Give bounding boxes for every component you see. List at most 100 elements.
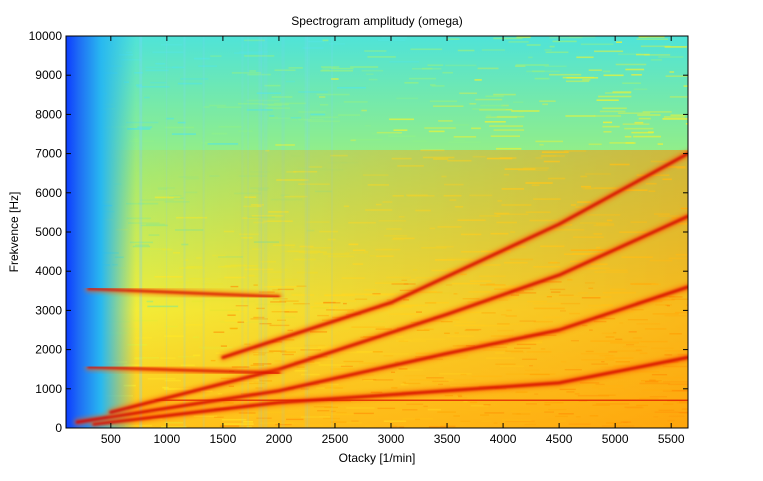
heat-cell <box>291 119 297 121</box>
heat-cell <box>602 107 627 110</box>
heat-cell <box>155 62 166 65</box>
heat-cell <box>343 101 368 103</box>
heat-cell <box>430 84 436 86</box>
heat-cell <box>634 121 644 124</box>
heat-cell <box>663 116 685 118</box>
heat-cell <box>322 67 336 69</box>
heat-cell <box>474 79 482 81</box>
heat-cell <box>150 81 167 84</box>
heat-cell <box>658 56 684 58</box>
ridge-line <box>87 366 280 375</box>
heat-cell <box>582 79 591 81</box>
heat-cell <box>534 77 550 80</box>
heat-cell <box>511 110 540 112</box>
heat-cell <box>126 121 159 124</box>
heat-cell <box>650 59 663 61</box>
heat-cell <box>624 127 654 130</box>
heat-cell <box>598 95 632 98</box>
heat-cell <box>297 118 324 121</box>
heat-cell <box>657 143 663 145</box>
heat-cell <box>442 71 453 74</box>
heat-cell <box>377 39 406 42</box>
heat-cell <box>129 140 155 142</box>
heat-cell <box>244 55 275 57</box>
y-tick-label: 0 <box>55 421 62 435</box>
heat-cell <box>493 37 523 40</box>
heat-cell <box>238 130 253 132</box>
heat-cell <box>526 70 560 73</box>
heat-cell <box>688 426 698 428</box>
heat-cell <box>516 36 531 39</box>
heat-cell <box>642 111 672 113</box>
heat-cell <box>152 51 184 54</box>
heat-cell <box>268 104 283 107</box>
heat-cell <box>484 121 506 123</box>
x-tick-label: 500 <box>101 432 121 446</box>
heat-cell <box>576 56 594 59</box>
heat-cell <box>298 111 326 113</box>
heat-cell <box>636 53 650 56</box>
heat-cell <box>624 135 632 138</box>
heat-cell <box>539 100 556 102</box>
heat-cell <box>447 124 469 126</box>
heat-cell <box>622 123 650 125</box>
heat-cell <box>319 96 326 98</box>
x-tick-label: 4000 <box>490 432 517 446</box>
y-axis-label: Frekvence [Hz] <box>7 192 21 273</box>
heat-cell <box>489 125 523 127</box>
x-tick-label: 3500 <box>434 432 461 446</box>
ridge-line <box>221 152 688 359</box>
heat-cell <box>603 121 613 124</box>
heat-cell <box>640 45 671 48</box>
heat-cell <box>618 112 651 114</box>
heat-cell <box>566 77 599 79</box>
heat-cell <box>310 113 326 116</box>
heat-cell <box>438 120 453 122</box>
heat-cell <box>638 36 665 38</box>
heat-cell <box>631 74 642 76</box>
heat-cell <box>166 117 174 120</box>
heat-cell <box>320 66 340 68</box>
heat-cell <box>545 51 569 54</box>
x-tick-label: 5500 <box>658 432 685 446</box>
heat-cell <box>381 36 408 39</box>
heat-cell <box>669 71 675 73</box>
heat-cell <box>319 104 329 106</box>
y-tick-label: 4000 <box>35 264 62 278</box>
heat-cell <box>337 86 366 89</box>
heat-cell <box>528 56 533 59</box>
heat-cell <box>145 69 169 72</box>
heat-cell <box>264 84 281 87</box>
heat-cell <box>243 39 265 42</box>
y-tick-label: 9000 <box>35 68 62 82</box>
heat-cell <box>603 131 612 133</box>
heat-cell <box>367 56 396 58</box>
heat-cell <box>259 103 289 106</box>
heat-cell <box>481 49 505 51</box>
heat-cell <box>596 99 619 101</box>
heat-cell <box>565 80 590 83</box>
chart-title: Spectrogram amplitudy (omega) <box>291 14 462 28</box>
heat-cell <box>389 61 420 63</box>
heat-cell <box>361 69 384 72</box>
heat-cell <box>365 124 371 127</box>
heat-cell <box>268 117 291 119</box>
heat-cell <box>275 144 295 146</box>
heat-cell <box>368 78 378 81</box>
heat-cell <box>535 140 563 143</box>
heat-cell <box>322 39 329 42</box>
heat-cell <box>412 140 427 142</box>
heat-cell <box>609 142 634 144</box>
y-tick-label: 5000 <box>35 225 62 239</box>
heat-cell <box>594 115 621 117</box>
heat-cell <box>580 43 614 46</box>
heat-cell <box>376 131 402 134</box>
heat-cell <box>605 92 631 94</box>
y-tick-label: 7000 <box>35 147 62 161</box>
heat-cell <box>238 102 263 105</box>
heat-cell <box>453 139 466 141</box>
x-tick-label: 3000 <box>378 432 405 446</box>
heat-cell <box>459 92 477 95</box>
heat-cell <box>685 123 688 125</box>
